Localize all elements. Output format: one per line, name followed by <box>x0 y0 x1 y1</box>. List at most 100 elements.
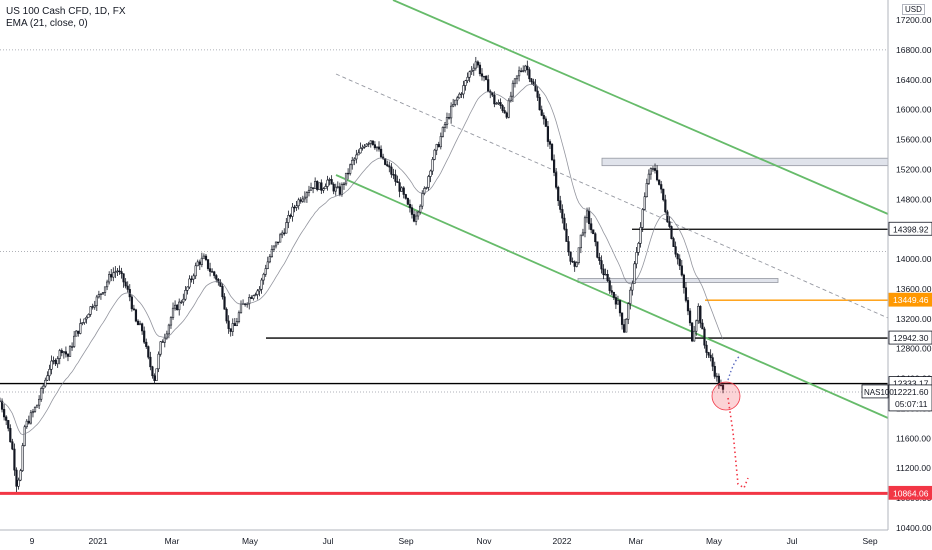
candle-body <box>423 188 426 194</box>
candle-body <box>17 479 20 487</box>
candle-body <box>419 205 422 213</box>
candle-body <box>307 189 311 193</box>
y-tick-label: 15600.00 <box>896 135 932 145</box>
candle-body <box>145 341 148 347</box>
candle-body <box>19 470 22 481</box>
y-tick-label: 14800.00 <box>896 194 932 204</box>
candle-body <box>435 144 438 151</box>
candle-body <box>672 238 675 247</box>
candle-body <box>493 94 496 105</box>
candle-body <box>229 328 232 332</box>
candle-body <box>552 159 556 173</box>
candle-body <box>138 323 142 326</box>
candle-body <box>270 248 273 257</box>
candle-body <box>355 154 358 160</box>
candle-body <box>649 168 653 175</box>
candle-body <box>101 292 105 295</box>
currency-label[interactable]: USD <box>902 4 925 15</box>
candle-body <box>295 205 298 208</box>
candle-body <box>173 304 177 309</box>
candle-body <box>550 144 554 161</box>
candle-body <box>130 296 133 310</box>
candle-body <box>369 140 372 144</box>
candle-body <box>132 308 135 311</box>
price-tag-bg <box>888 292 932 307</box>
candle-body <box>474 61 477 69</box>
candle-body <box>38 398 41 406</box>
x-tick-label: 2022 <box>553 536 572 546</box>
candle-body <box>507 100 510 118</box>
candle-body <box>456 97 459 101</box>
candle-body <box>515 75 519 80</box>
candle-body <box>324 186 327 190</box>
candle-body <box>211 271 214 273</box>
candle-body <box>517 70 521 77</box>
x-tick-label: Jul <box>323 536 334 546</box>
candle-body <box>112 272 115 278</box>
candle-body <box>441 127 444 137</box>
x-tick-label: Nov <box>476 536 492 546</box>
candle-body <box>629 289 632 304</box>
candle-body <box>40 388 43 400</box>
candle-body <box>703 328 706 346</box>
candle-body <box>309 187 313 191</box>
x-tick-label: May <box>242 536 259 546</box>
price-axis[interactable]: 10400.0010800.0011200.0011600.0012000.00… <box>887 0 932 550</box>
sr-zone <box>601 157 889 167</box>
candle-body <box>662 188 665 201</box>
candle-body <box>314 181 317 189</box>
candle-body <box>204 255 208 260</box>
candle-body <box>583 217 587 234</box>
candle-body <box>482 75 486 78</box>
candle-body <box>42 385 45 389</box>
candle-body <box>95 296 98 306</box>
price-tag: 12942.30 <box>893 333 929 343</box>
candle-body <box>709 354 712 358</box>
candle-body <box>390 166 393 175</box>
candle-body <box>400 187 403 192</box>
candle-body <box>561 209 564 219</box>
candle-body <box>540 109 543 116</box>
candle-body <box>64 351 68 355</box>
candle-body <box>9 428 12 443</box>
projection-down <box>727 397 749 490</box>
candle-body <box>513 78 517 84</box>
candle-body <box>299 199 302 202</box>
ema-line <box>0 84 724 436</box>
candle-body <box>384 158 387 165</box>
candle-body <box>365 143 368 147</box>
candle-body <box>509 95 512 102</box>
candle-body <box>511 82 514 97</box>
candle-body <box>108 274 111 283</box>
candle-body <box>311 187 315 189</box>
candle-body <box>505 112 508 118</box>
candle-body <box>279 234 282 243</box>
candle-body <box>563 217 566 230</box>
candle-body <box>478 64 482 75</box>
candle-body <box>56 358 59 365</box>
candle-body <box>206 259 210 269</box>
ema-legend[interactable]: EMA (21, close, 0) <box>6 18 88 29</box>
candle-body <box>371 140 374 145</box>
candle-body <box>404 194 407 199</box>
candle-body <box>155 368 158 381</box>
candle-body <box>353 158 356 161</box>
symbol-title[interactable]: US 100 Cash CFD, 1D, FX <box>6 6 126 17</box>
candle-body <box>167 324 171 335</box>
candle-body <box>559 200 562 210</box>
candle-body <box>196 261 199 267</box>
candle-body <box>450 105 453 119</box>
candle-body <box>165 333 168 339</box>
candle-body <box>272 245 276 250</box>
y-tick-label: 16000.00 <box>896 105 932 115</box>
time-axis[interactable]: 9 2021 Mar May Jul Sep Nov 2022 Mar May Jul Sep <box>0 529 888 546</box>
candle-body <box>610 290 613 293</box>
candle-body <box>431 159 434 172</box>
x-tick-label: 9 <box>30 536 35 546</box>
candle-body <box>643 196 646 210</box>
candle-body <box>653 168 657 171</box>
candle-body <box>530 78 533 83</box>
candle-body <box>487 79 490 92</box>
candle-body <box>655 170 659 181</box>
